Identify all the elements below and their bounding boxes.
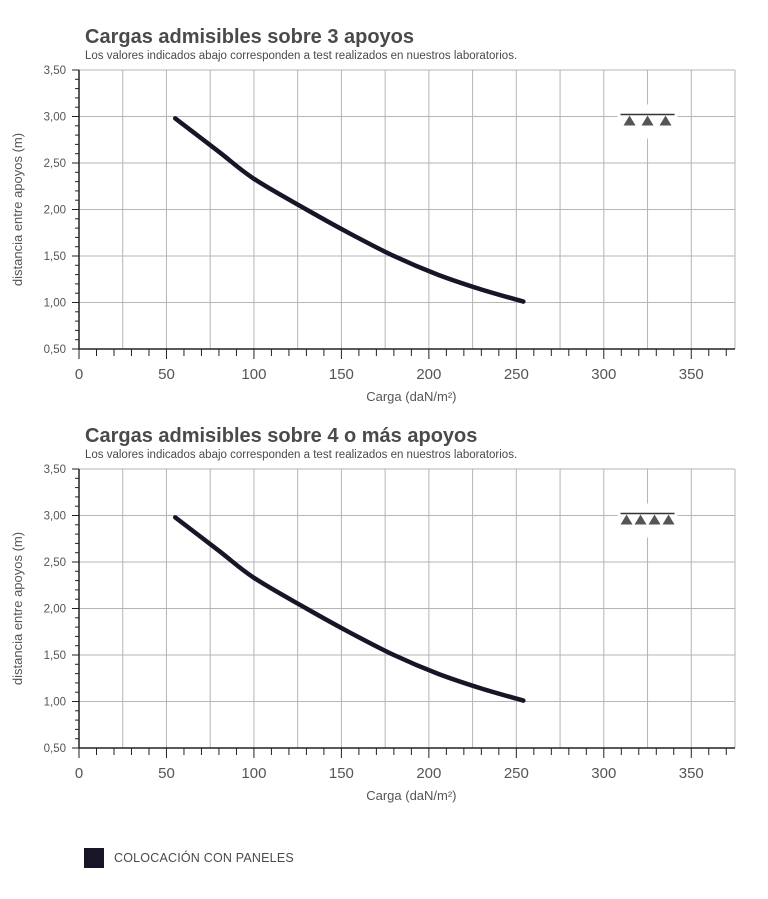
x-tick-label: 100	[241, 765, 266, 782]
chart-subtitle: Los valores indicados abajo corresponden…	[85, 50, 518, 62]
x-tick-label: 200	[416, 366, 441, 383]
x-tick-label: 150	[329, 765, 354, 782]
y-tick-label: 1,50	[44, 251, 66, 263]
y-tick-label: 3,50	[44, 65, 66, 77]
x-axis-label: Carga (daN/m²)	[366, 788, 456, 803]
x-tick-label: 50	[158, 765, 175, 782]
series-line	[172, 116, 526, 304]
x-tick-label: 250	[504, 765, 529, 782]
y-tick-label: 0,50	[44, 344, 66, 356]
legend-swatch	[84, 848, 104, 868]
x-tick-label: 200	[416, 765, 441, 782]
x-tick-label: 0	[75, 765, 83, 782]
x-tick-label: 50	[158, 366, 175, 383]
x-tick-label: 0	[75, 366, 83, 383]
x-axis-label: Carga (daN/m²)	[366, 389, 456, 404]
x-tick-label: 300	[591, 366, 616, 383]
chart-3-supports: Cargas admisibles sobre 3 apoyos Los val…	[0, 0, 768, 420]
x-tick-label: 150	[329, 366, 354, 383]
support-triangle	[634, 514, 647, 525]
legend-label: COLOCACIÓN CON PANELES	[114, 851, 294, 865]
y-tick-label: 1,00	[44, 697, 66, 709]
y-tick-label: 1,00	[44, 298, 66, 310]
y-tick-label: 2,00	[44, 604, 66, 616]
chart-subtitle: Los valores indicados abajo corresponden…	[85, 449, 518, 461]
y-tick-label: 3,00	[44, 511, 66, 523]
four-supports-icon	[617, 503, 678, 538]
support-triangle	[648, 514, 661, 525]
y-tick-label: 2,50	[44, 158, 66, 170]
legend: COLOCACIÓN CON PANELES	[84, 848, 294, 868]
x-tick-label: 300	[591, 765, 616, 782]
x-tick-label: 250	[504, 366, 529, 383]
y-tick-label: 0,50	[44, 743, 66, 755]
support-triangle	[659, 115, 672, 126]
chart-4-supports: Cargas admisibles sobre 4 o más apoyos L…	[0, 399, 768, 819]
x-tick-label: 350	[679, 366, 704, 383]
support-triangle	[620, 514, 633, 525]
support-triangle	[623, 115, 636, 126]
chart-plot: 0,50 1,00 1,50 2,00 2,50 3,00 3,50 0 50 100 150 200…	[10, 464, 736, 803]
chart-plot: 0,50 1,00 1,50 2,00 2,50 3,00 3,50 0 50 100 150 200…	[10, 65, 736, 404]
three-supports-icon	[617, 104, 678, 139]
x-tick-label: 100	[241, 366, 266, 383]
y-tick-label: 3,00	[44, 112, 66, 124]
y-tick-label: 1,50	[44, 650, 66, 662]
chart-title: Cargas admisibles sobre 3 apoyos	[85, 26, 415, 48]
y-tick-label: 3,50	[44, 464, 66, 476]
support-triangle	[641, 115, 654, 126]
y-axis-label: distancia entre apoyos (m)	[10, 532, 25, 685]
support-triangle	[662, 514, 675, 525]
y-tick-label: 2,00	[44, 205, 66, 217]
series-line	[172, 515, 526, 703]
y-tick-label: 2,50	[44, 557, 66, 569]
y-axis-label: distancia entre apoyos (m)	[10, 133, 25, 286]
x-tick-label: 350	[679, 765, 704, 782]
chart-title: Cargas admisibles sobre 4 o más apoyos	[85, 425, 478, 447]
